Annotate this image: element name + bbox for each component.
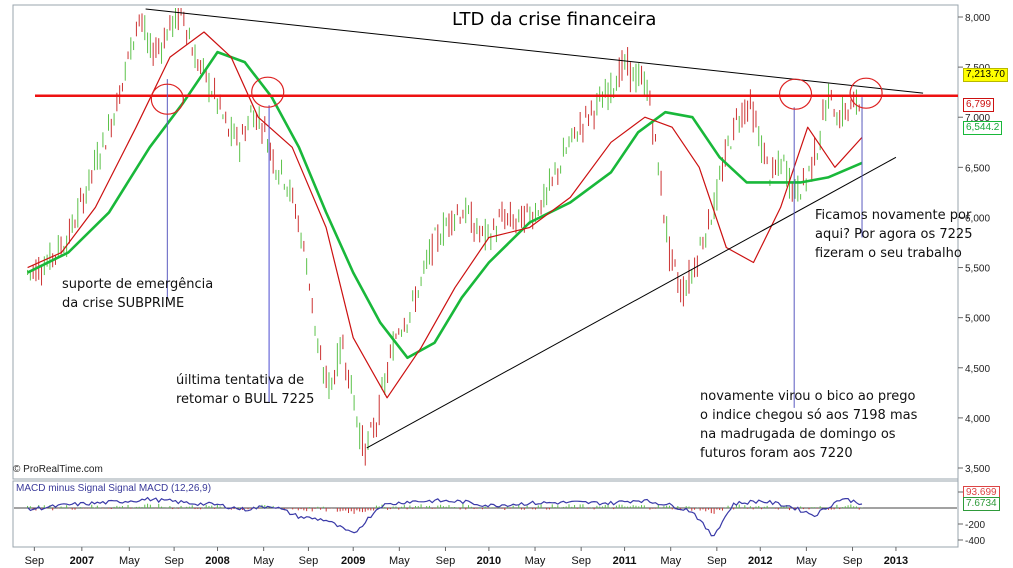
- x-tick-label: Sep: [299, 555, 319, 567]
- green-ma-tag: 6,544.2: [963, 121, 1003, 135]
- macd-tick-label: -400: [965, 536, 985, 547]
- macd-panel-frame: [12, 480, 959, 548]
- price-tick-label: 4,000: [965, 414, 990, 425]
- price-tick-label: 6,500: [965, 163, 990, 174]
- annotation-again: Ficamos novamente por aqui? Por agora os…: [815, 208, 973, 261]
- price-tick-label: 7,000: [965, 113, 990, 124]
- macd-tick-label: -200: [965, 520, 985, 531]
- x-tick-label: May: [389, 555, 410, 567]
- macd-legend: MACD minus Signal Signal MACD (12,26,9): [16, 483, 212, 494]
- ma-green-line: [27, 50, 863, 360]
- x-tick-label: May: [119, 555, 140, 567]
- ascending-trendline: [366, 156, 897, 449]
- x-tick-label: May: [525, 555, 546, 567]
- touch-circle: [150, 83, 184, 115]
- x-tick-label: Sep: [25, 555, 45, 567]
- x-tick-label: Sep: [164, 555, 184, 567]
- price-tick-label: 8,000: [965, 13, 990, 24]
- x-tick-label: 2010: [477, 555, 501, 567]
- red-ma-tag: 6,799: [963, 98, 995, 112]
- x-tick-label: Sep: [571, 555, 591, 567]
- x-tick-label: 2008: [205, 555, 229, 567]
- x-tick-label: Sep: [707, 555, 727, 567]
- price-tick-label: 5,500: [965, 264, 990, 275]
- price-candles: [27, 8, 863, 466]
- x-tick-label: 2009: [341, 555, 365, 567]
- x-tick-label: 2011: [613, 555, 637, 567]
- x-tick-label: May: [253, 555, 274, 567]
- annotation-turn: novamente virou o bico ao prego o indice…: [700, 389, 918, 461]
- price-tick-label: 3,500: [965, 464, 990, 475]
- x-tick-label: May: [660, 555, 681, 567]
- last-price-tag: 7,213.70: [963, 68, 1008, 82]
- ma-red-line: [27, 31, 863, 399]
- price-tick-label: 6,000: [965, 213, 990, 224]
- x-tick-label: 2012: [748, 555, 772, 567]
- x-tick-label: 2007: [70, 555, 94, 567]
- chart-title: LTD da crise financeira: [452, 9, 657, 30]
- annotation-bull: úiltima tentativa de retomar o BULL 7225: [176, 373, 315, 407]
- x-tick-label: May: [796, 555, 817, 567]
- touch-circle: [251, 76, 285, 108]
- x-tick-label: 2013: [884, 555, 908, 567]
- x-tick-label: Sep: [436, 555, 456, 567]
- x-tick-label: Sep: [843, 555, 863, 567]
- source-credit: © ProRealTime.com: [13, 464, 103, 475]
- touch-circle: [778, 78, 813, 110]
- macd-value-tag: 7.6734: [963, 497, 1000, 511]
- macd-histogram: [14, 503, 957, 514]
- touch-circle: [849, 77, 883, 109]
- price-tick-label: 4,500: [965, 364, 990, 375]
- price-tick-label: 5,000: [965, 314, 990, 325]
- annotation-support: suporte de emergência da crise SUBPRIME: [62, 277, 214, 311]
- macd-line: [27, 496, 863, 537]
- x-axis: Sep 2007 May Sep 2008 May Sep 2009 May Sep 2010 May…: [25, 547, 908, 567]
